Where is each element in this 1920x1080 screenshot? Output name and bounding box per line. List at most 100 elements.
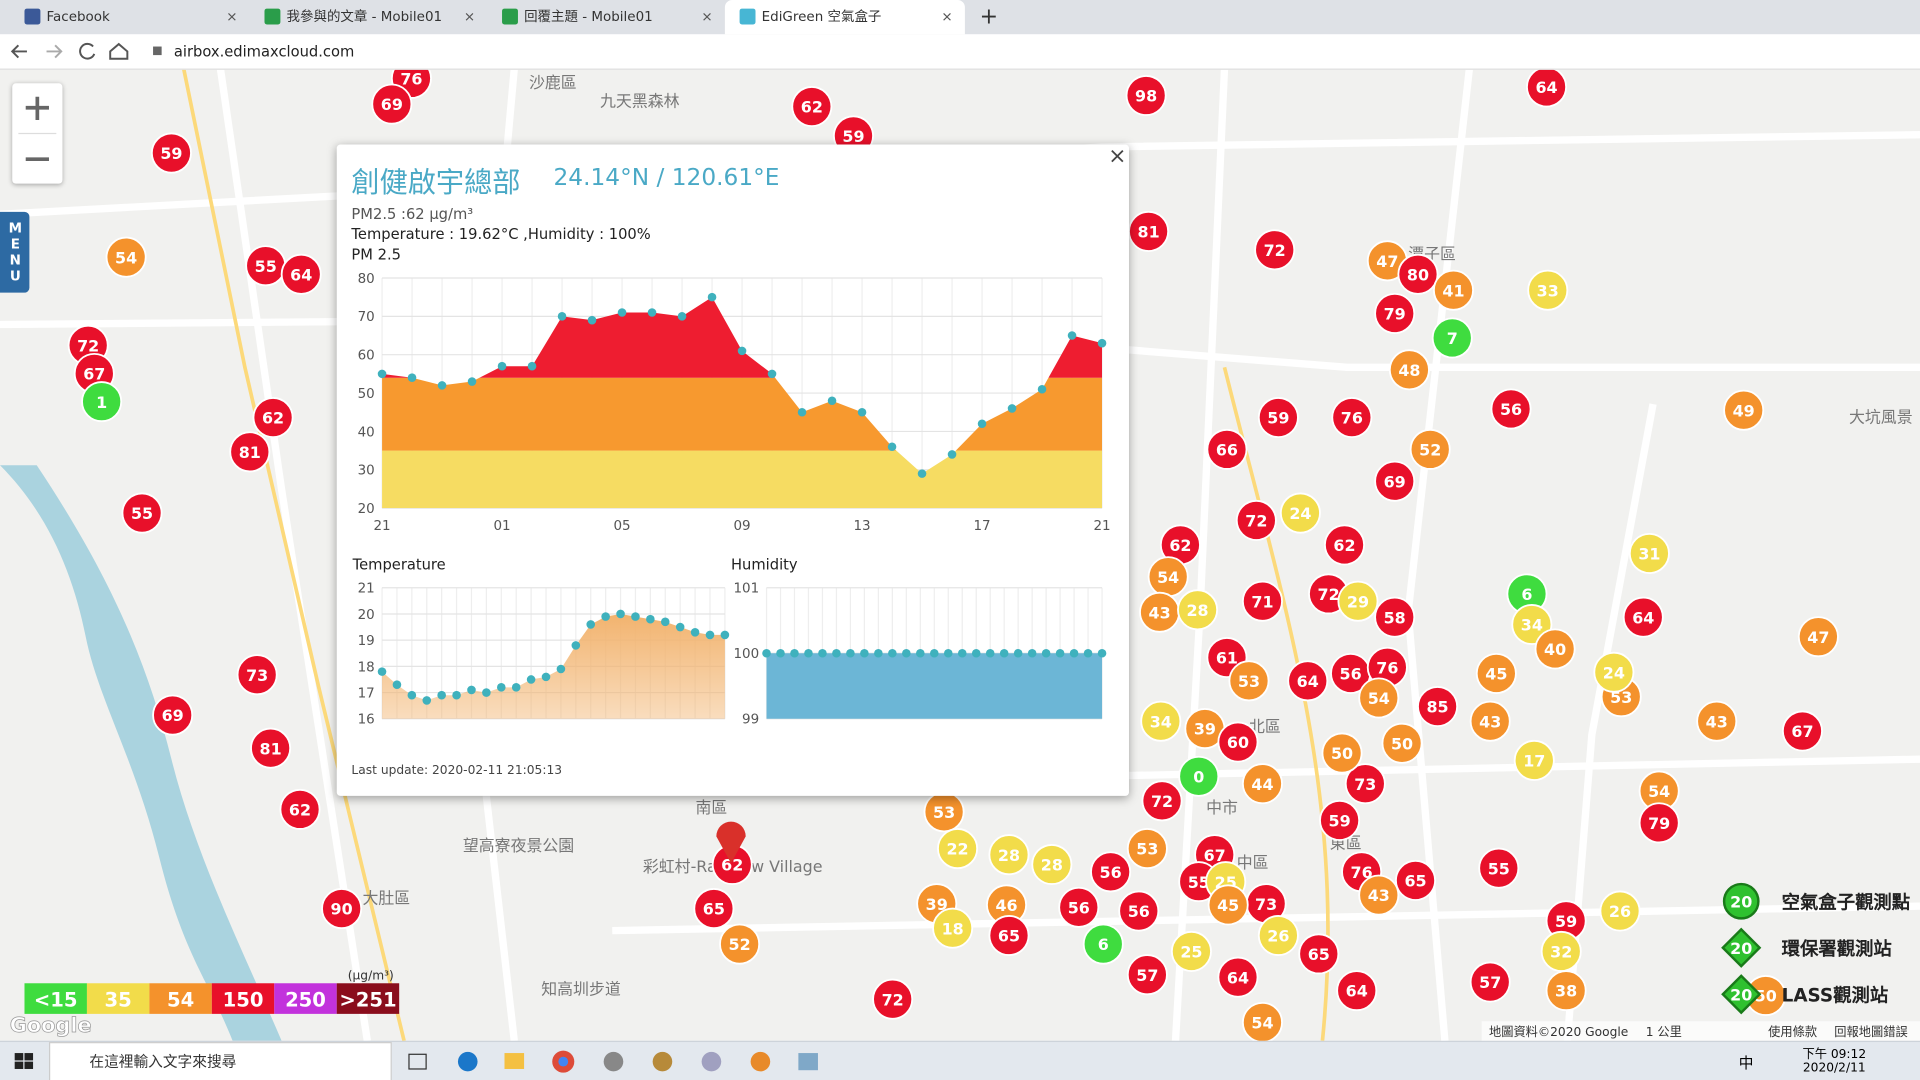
station-marker[interactable] xyxy=(1469,961,1511,1003)
station-marker[interactable] xyxy=(150,132,192,174)
tab[interactable]: 我參與的文章 - Mobile01 × xyxy=(250,0,488,34)
station-marker[interactable] xyxy=(1513,739,1555,781)
station-marker[interactable] xyxy=(1321,732,1363,774)
station-marker[interactable] xyxy=(988,834,1030,876)
station-marker[interactable] xyxy=(1125,75,1167,117)
start-button[interactable] xyxy=(0,1042,49,1080)
station-marker[interactable] xyxy=(1298,933,1340,975)
station-marker[interactable] xyxy=(152,694,194,736)
station-marker[interactable] xyxy=(1545,970,1587,1012)
station-marker[interactable] xyxy=(1358,874,1400,916)
station-marker[interactable] xyxy=(1374,596,1416,638)
station-marker[interactable] xyxy=(81,381,123,423)
station-marker[interactable] xyxy=(1344,763,1386,805)
station-marker[interactable] xyxy=(1622,596,1664,638)
station-marker[interactable] xyxy=(1374,292,1416,334)
station-marker[interactable] xyxy=(1126,954,1168,996)
zoom-control[interactable] xyxy=(12,83,63,184)
station-marker[interactable] xyxy=(1534,628,1576,670)
station-marker[interactable] xyxy=(1082,923,1124,965)
address-bar[interactable]: airbox.edimaxcloud.com xyxy=(0,34,1920,70)
station-marker[interactable] xyxy=(1241,580,1283,622)
station-marker[interactable] xyxy=(1628,532,1670,574)
station-marker[interactable] xyxy=(1381,722,1423,764)
search-box[interactable]: 在這裡輸入文字來搜尋 xyxy=(48,1042,392,1080)
station-marker[interactable] xyxy=(280,253,322,295)
tab[interactable]: Facebook × xyxy=(10,0,250,34)
station-marker[interactable] xyxy=(1395,859,1437,901)
station-marker[interactable] xyxy=(1254,229,1296,271)
station-marker[interactable] xyxy=(1593,651,1635,693)
station-marker[interactable] xyxy=(371,83,413,125)
station-marker[interactable] xyxy=(1128,210,1170,252)
station-marker[interactable] xyxy=(1217,721,1259,763)
station-marker[interactable] xyxy=(1257,915,1299,957)
station-marker[interactable] xyxy=(937,828,979,870)
station-marker[interactable] xyxy=(1177,589,1219,631)
station-marker[interactable] xyxy=(1228,660,1270,702)
station-marker[interactable] xyxy=(236,654,278,696)
station-marker[interactable] xyxy=(1358,677,1400,719)
station-marker[interactable] xyxy=(693,888,735,930)
station-marker[interactable] xyxy=(791,86,833,128)
station-marker[interactable] xyxy=(1388,349,1430,391)
station-marker[interactable] xyxy=(1527,269,1569,311)
station-marker[interactable] xyxy=(1723,389,1765,431)
station-marker[interactable] xyxy=(1797,616,1839,658)
menu-button[interactable]: MENU xyxy=(0,211,30,293)
url[interactable]: airbox.edimaxcloud.com xyxy=(173,42,355,60)
station-marker[interactable] xyxy=(719,923,761,965)
station-marker[interactable] xyxy=(872,978,914,1020)
station-marker[interactable] xyxy=(1599,890,1641,932)
close-button[interactable] xyxy=(1111,149,1124,163)
station-marker[interactable] xyxy=(1257,397,1299,439)
new-tab[interactable]: + xyxy=(979,3,999,30)
station-marker[interactable] xyxy=(988,915,1030,957)
station-marker[interactable] xyxy=(1217,956,1259,998)
station-marker[interactable] xyxy=(1397,253,1439,295)
station-marker[interactable] xyxy=(105,236,147,278)
station-marker[interactable] xyxy=(1118,890,1160,932)
station-marker[interactable] xyxy=(279,788,321,830)
station-marker[interactable] xyxy=(1241,763,1283,805)
station-marker[interactable] xyxy=(1235,499,1277,541)
station-marker[interactable] xyxy=(1417,686,1459,728)
station-marker[interactable] xyxy=(1126,828,1168,870)
station-marker[interactable] xyxy=(1323,524,1366,566)
station-marker[interactable] xyxy=(1090,851,1132,893)
station-marker[interactable] xyxy=(932,907,974,949)
tab[interactable]: EdiGreen 空氣盒子 × xyxy=(724,0,965,35)
station-marker[interactable] xyxy=(1058,886,1100,928)
station-marker[interactable] xyxy=(1490,388,1532,430)
station-marker[interactable] xyxy=(1140,700,1182,742)
station-marker[interactable] xyxy=(1178,755,1220,797)
station-marker[interactable] xyxy=(1469,700,1511,742)
station-marker[interactable] xyxy=(1432,269,1474,311)
station-marker[interactable] xyxy=(1638,802,1680,844)
ime[interactable]: 中 xyxy=(1738,1054,1754,1072)
station-marker[interactable] xyxy=(1781,710,1823,752)
station-marker[interactable] xyxy=(252,397,294,439)
station-marker[interactable] xyxy=(1696,700,1738,742)
station-marker[interactable] xyxy=(1031,843,1073,886)
station-marker[interactable] xyxy=(1336,970,1378,1012)
station-marker[interactable] xyxy=(1374,460,1416,502)
station-marker[interactable] xyxy=(1475,652,1517,694)
station-marker[interactable] xyxy=(1319,799,1361,841)
station-marker[interactable] xyxy=(1409,428,1451,470)
station-marker[interactable] xyxy=(1207,884,1249,926)
station-marker[interactable] xyxy=(229,431,271,473)
station-marker[interactable] xyxy=(121,492,163,534)
station-marker[interactable] xyxy=(1431,317,1473,359)
station-marker[interactable] xyxy=(1331,397,1373,439)
tab[interactable]: 回覆主題 - Mobile01 × xyxy=(487,0,725,34)
station-marker[interactable] xyxy=(250,727,292,769)
station-marker[interactable] xyxy=(1337,580,1379,622)
station-marker[interactable] xyxy=(1141,780,1183,822)
station-marker[interactable] xyxy=(1279,492,1321,534)
station-marker[interactable] xyxy=(1206,428,1248,470)
station-marker[interactable] xyxy=(321,888,363,930)
station-marker[interactable] xyxy=(1287,660,1329,702)
station-marker[interactable] xyxy=(1170,930,1212,972)
station-marker[interactable] xyxy=(1478,847,1520,889)
